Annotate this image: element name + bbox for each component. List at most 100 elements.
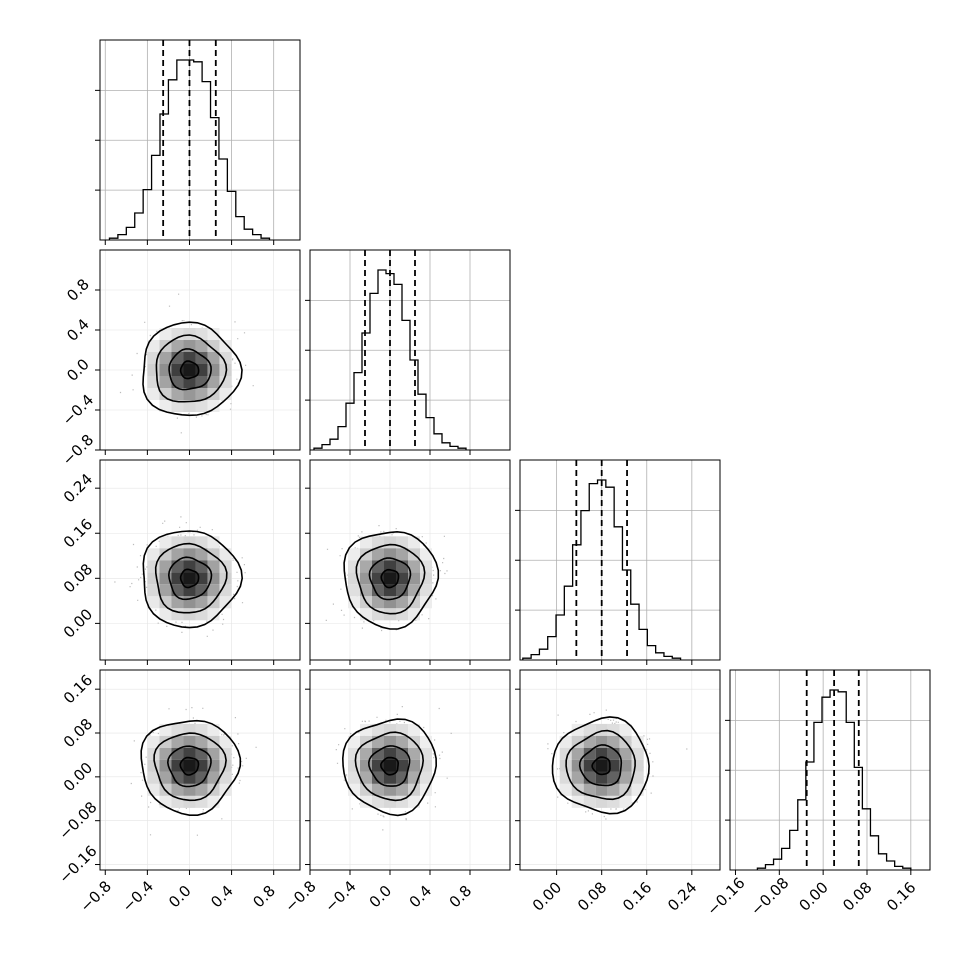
y-tick-label: 0.24	[60, 470, 96, 506]
density-bin	[195, 771, 208, 784]
density-bin	[348, 596, 360, 609]
density-bin	[372, 548, 384, 561]
density-bin	[360, 536, 372, 549]
density-bin	[171, 771, 184, 784]
panel-frame	[519, 459, 721, 661]
density-bin	[595, 783, 608, 796]
density-bin	[147, 340, 160, 352]
panel-frame	[99, 39, 301, 241]
density-bin	[607, 771, 620, 784]
density-bin	[207, 723, 220, 736]
density-bin	[372, 596, 384, 609]
density-bin	[207, 352, 220, 364]
density-bin	[631, 771, 644, 784]
density-bin	[207, 328, 220, 340]
density-bin	[384, 795, 396, 808]
density-bin	[159, 548, 172, 561]
density-bin	[583, 795, 596, 808]
y-tick-label: 0.8	[63, 275, 93, 305]
density-bin	[195, 795, 208, 808]
density-bin	[171, 376, 184, 388]
density-bin	[183, 400, 196, 412]
density-bin	[607, 735, 620, 748]
x-tick-label: 0.8	[446, 882, 476, 912]
density-bin	[571, 747, 584, 760]
density-bin	[195, 340, 208, 352]
y-tick-label: 0.0	[63, 355, 93, 385]
contour-line	[380, 756, 400, 776]
density-bin	[420, 771, 432, 784]
density-bin	[159, 388, 172, 400]
hist-step	[108, 59, 271, 240]
panel-frame	[99, 459, 301, 661]
x-tick-label: 0.08	[839, 878, 875, 914]
density-bin	[348, 735, 360, 748]
contour-line	[367, 745, 411, 787]
density-bin	[183, 608, 196, 621]
density-bin	[195, 596, 208, 609]
density-bin	[571, 759, 584, 772]
density-bin	[384, 536, 396, 549]
density-bin	[159, 584, 172, 597]
density-bin	[583, 723, 596, 736]
density-bin	[420, 560, 432, 573]
density-bin	[159, 352, 172, 364]
density-bin	[171, 400, 184, 412]
contour-line	[355, 543, 426, 615]
density-bin	[348, 771, 360, 784]
x-tick-label: 0.16	[619, 878, 655, 914]
density-bin	[147, 584, 160, 597]
density-bin	[619, 771, 632, 784]
density-panel-1-0: −0.8−0.4 0.0 0.4 0.8	[59, 249, 301, 469]
density-panel-2-0: 0.00 0.08 0.16 0.24	[60, 459, 301, 665]
x-tick-label: 0.4	[406, 882, 436, 912]
density-bin	[384, 735, 396, 748]
density-bin	[360, 771, 372, 784]
density-bin	[195, 352, 208, 364]
density-bin	[619, 723, 632, 736]
density-bin	[219, 364, 232, 376]
density-bin	[372, 584, 384, 597]
contour-line	[341, 718, 438, 817]
density-bin	[159, 560, 172, 573]
density-bin	[207, 376, 220, 388]
density-bin	[360, 747, 372, 760]
density-panel-3-0: −0.16−0.080.00 0.08 0.16 −0.8 −0.4 0.0 0.4 0.8	[55, 669, 301, 916]
density-bin	[159, 608, 172, 621]
x-tick-label: 0.4	[207, 882, 237, 912]
density-bin	[183, 388, 196, 400]
panel-frame	[309, 249, 511, 451]
density-bin	[420, 783, 432, 796]
density-bin	[207, 364, 220, 376]
y-tick-label: −0.8	[59, 431, 97, 469]
panel-frame	[99, 249, 301, 451]
density-bin	[372, 771, 384, 784]
density-bin	[396, 548, 408, 561]
density-bin	[195, 536, 208, 549]
density-bin	[219, 340, 232, 352]
density-bin	[195, 783, 208, 796]
hist-panel-2	[515, 459, 721, 665]
density-bin	[171, 783, 184, 796]
y-tick-label: 0.08	[60, 715, 96, 751]
x-tick-label: 0.24	[664, 878, 700, 914]
density-bin	[360, 560, 372, 573]
density-bin	[219, 548, 232, 561]
density-bin	[183, 735, 196, 748]
density-bin	[219, 388, 232, 400]
density-bin	[360, 584, 372, 597]
density-bin	[384, 747, 396, 760]
density-bin	[147, 548, 160, 561]
contour-line	[179, 756, 200, 776]
contour-line	[551, 716, 650, 815]
density-bin	[408, 795, 420, 808]
x-tick-label: 0.00	[529, 878, 565, 914]
density-bin	[408, 747, 420, 760]
density-bin	[396, 783, 408, 796]
density-bin	[147, 771, 160, 784]
density-bin	[171, 340, 184, 352]
density-bin	[219, 376, 232, 388]
density-bin	[360, 783, 372, 796]
x-tick-label: −0.08	[747, 874, 792, 919]
